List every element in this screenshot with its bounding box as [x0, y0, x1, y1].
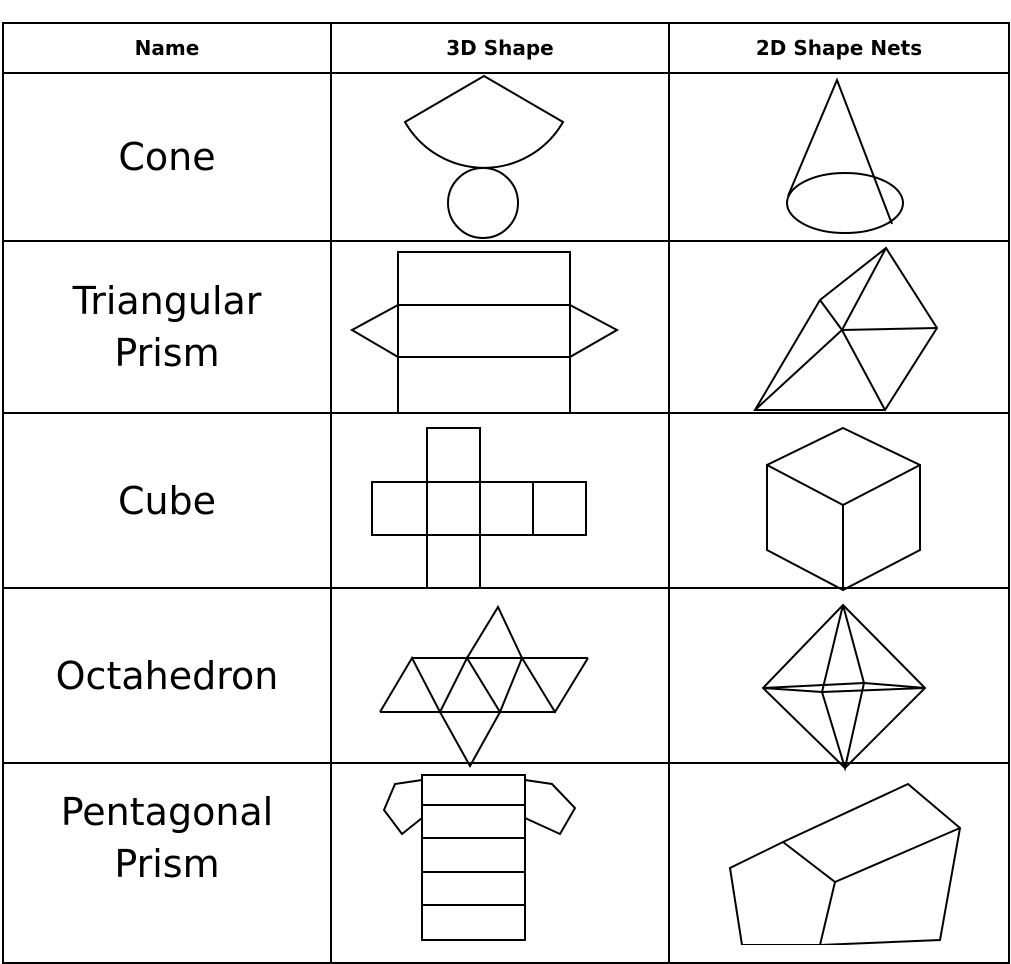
shape-cell: [668, 762, 1010, 964]
shapes-table: Name 3D Shape 2D Shape Nets Cone Triangu…: [2, 22, 1010, 964]
net-cell: [330, 72, 670, 242]
row: Cube: [2, 412, 1010, 589]
shape-cell: [668, 412, 1010, 589]
name-cell: Pentagonal Prism: [2, 762, 332, 964]
name-cell: Cone: [2, 72, 332, 242]
shape-cell: [668, 72, 1010, 242]
shape-cell: [668, 240, 1010, 414]
shape-name: Triangular Prism: [72, 279, 262, 375]
net-cell: [330, 240, 670, 414]
row: Octahedron: [2, 587, 1010, 764]
header-row: Name 3D Shape 2D Shape Nets: [2, 22, 1010, 74]
header-cell: 2D Shape Nets: [668, 22, 1010, 74]
header-cell: Name: [2, 22, 332, 74]
net-cell: [330, 587, 670, 764]
shape-cell: [668, 587, 1010, 764]
row: Cone: [2, 72, 1010, 242]
shape-name: Octahedron: [55, 653, 279, 698]
net-cell: [330, 762, 670, 964]
name-cell: Octahedron: [2, 587, 332, 764]
shape-name: Cone: [118, 135, 216, 179]
row: Pentagonal Prism: [2, 762, 1010, 964]
net-cell: [330, 412, 670, 589]
shape-name: Cube: [117, 478, 217, 523]
header-cell: 3D Shape: [330, 22, 670, 74]
name-cell: Triangular Prism: [2, 240, 332, 414]
row: Triangular Prism: [2, 240, 1010, 414]
shape-name: Pentagonal Prism: [60, 790, 274, 886]
name-cell: Cube: [2, 412, 332, 589]
